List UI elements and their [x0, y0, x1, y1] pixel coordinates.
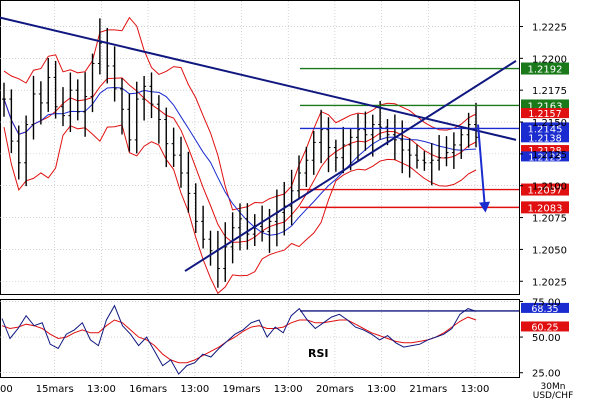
- time-tick-label: 13:00: [87, 384, 116, 395]
- price-tick-label: 1.2050: [532, 245, 567, 256]
- time-tick-label: 13:00: [180, 384, 209, 395]
- price-tick-label: 1.2025: [532, 277, 567, 288]
- price-tag-label: 1.2157: [528, 109, 561, 120]
- time-tick-label: 20mars: [316, 384, 354, 395]
- price-tick-label: 1.2075: [532, 214, 567, 225]
- forecast-arrow-head: [479, 201, 490, 213]
- price-tick-label: 1.2125: [532, 150, 567, 161]
- price-tick-label: 1.2225: [532, 22, 567, 33]
- price-tick-label: 1.2100: [532, 182, 567, 193]
- level-tag-label: 1.2163: [528, 101, 563, 112]
- time-tick-label: 13:00: [274, 384, 303, 395]
- price-levels: 1.21921.21631.21451.20971.20831.21571.21…: [300, 62, 569, 214]
- rsi-signal-line: [1, 316, 477, 364]
- time-tick-label: 16mars: [129, 384, 167, 395]
- time-tick-label: 13:00: [367, 384, 396, 395]
- trendline-ascending: [184, 60, 517, 272]
- level-tag: [521, 183, 569, 196]
- price-panel-frame: [0, 0, 520, 295]
- level-tag: [521, 62, 569, 75]
- price-tag: [521, 132, 569, 143]
- gridlines: [0, 1, 519, 377]
- timeframe-label: 30Mn: [541, 382, 566, 392]
- level-tag-label: 1.2145: [528, 124, 563, 135]
- rsi-line: [1, 304, 477, 375]
- level-tag-label: 1.2192: [528, 65, 563, 76]
- forecast-arrow-shaft: [477, 124, 486, 209]
- rsi-tick-label: 75.00: [532, 297, 561, 308]
- price-tag: [521, 145, 569, 156]
- price-tag-label: 1.2138: [528, 133, 561, 144]
- price-tag: [521, 151, 569, 162]
- price-tick-label: 1.2150: [532, 118, 567, 129]
- price-tick-label: 1.2200: [532, 54, 567, 65]
- rsi-tag: [521, 302, 569, 313]
- rsi-tick-label: 25.00: [532, 369, 561, 380]
- rsi-panel-label: RSI: [308, 347, 329, 360]
- level-tag-label: 1.2097: [528, 186, 563, 197]
- price-bars: [2, 18, 478, 288]
- rsi-tag-label: 68.35: [531, 304, 558, 315]
- bollinger-lower-line: [3, 124, 477, 295]
- rsi-lines: 68.35 60.25: [1, 302, 569, 375]
- time-tick-label: 15mars: [36, 384, 74, 395]
- trendlines: [0, 16, 517, 272]
- time-tick-label: 00: [0, 384, 13, 395]
- rsi-panel-frame: [0, 299, 520, 378]
- trendline-descending: [0, 16, 517, 141]
- level-tag: [521, 122, 569, 135]
- time-tick-label: 21mars: [409, 384, 447, 395]
- price-tick-label: 1.2175: [532, 86, 567, 97]
- axes: 1.22251.22001.21751.21501.21251.21001.20…: [0, 22, 567, 395]
- level-tag: [521, 201, 569, 214]
- price-tag: [521, 108, 569, 119]
- rsi-tag-label: 60.25: [531, 322, 558, 333]
- pair-label: USD/CHF: [533, 391, 574, 400]
- time-tick-label: 19mars: [223, 384, 261, 395]
- time-tick-label: 13:00: [461, 384, 490, 395]
- price-tag-label: 1.2123: [528, 152, 561, 163]
- rsi-tick-label: 50.00: [532, 333, 561, 344]
- rsi-tag: [521, 321, 569, 332]
- level-tag-label: 1.2083: [528, 203, 563, 214]
